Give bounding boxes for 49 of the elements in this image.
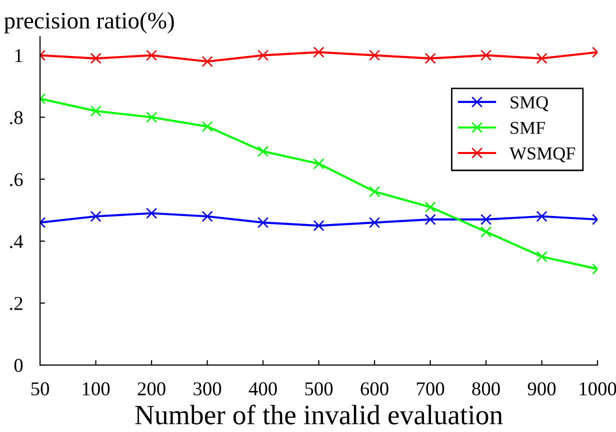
- point: [536, 210, 548, 222]
- x-tick-label: 200: [138, 382, 166, 396]
- x-tick-label: 50: [31, 382, 50, 396]
- point: [480, 226, 492, 238]
- point: [313, 46, 324, 58]
- x-tick-label: 1000: [580, 382, 616, 396]
- x-tick-label: 500: [305, 382, 333, 396]
- point: [90, 106, 102, 117]
- point: [146, 50, 158, 61]
- point: [424, 214, 436, 226]
- point: [146, 208, 158, 219]
- point: [202, 120, 213, 132]
- y-tick-label: 0: [14, 358, 23, 372]
- y-axis-title: precision ratio(%): [4, 12, 174, 34]
- point: [146, 112, 158, 123]
- point: [424, 52, 436, 64]
- point: [368, 186, 380, 198]
- y-tick-label: 1: [15, 49, 22, 62]
- x-tick-label: 600: [360, 382, 388, 396]
- point: [90, 210, 102, 222]
- point: [536, 251, 548, 262]
- legend-label: SMF: [510, 122, 545, 134]
- point: [480, 50, 492, 61]
- point: [536, 52, 548, 64]
- x-tick-label: 100: [82, 382, 110, 396]
- point: [257, 146, 269, 157]
- point: [202, 56, 213, 68]
- point: [368, 50, 380, 61]
- x-tick-label: 800: [472, 382, 500, 396]
- x-tick-label: 300: [194, 382, 222, 396]
- x-tick-label: 900: [528, 382, 556, 396]
- point: [480, 214, 492, 226]
- point: [90, 52, 102, 64]
- legend-label: SMQ: [510, 96, 548, 112]
- point: [257, 50, 269, 61]
- x-tick-label: 700: [416, 382, 444, 396]
- point: [313, 158, 324, 170]
- x-tick-label: 400: [248, 382, 277, 396]
- legend-label: WSMQF: [509, 147, 576, 162]
- point: [368, 217, 380, 228]
- point: [257, 217, 269, 228]
- x-axis-title: Number of the invalid evaluation: [135, 404, 503, 424]
- point: [424, 202, 436, 213]
- y-tick-label: .4: [10, 235, 24, 248]
- y-tick-label: .6: [10, 173, 23, 186]
- y-tick-label: .2: [10, 296, 22, 310]
- point: [202, 210, 213, 222]
- point: [313, 220, 324, 232]
- y-tick-label: .8: [10, 111, 23, 124]
